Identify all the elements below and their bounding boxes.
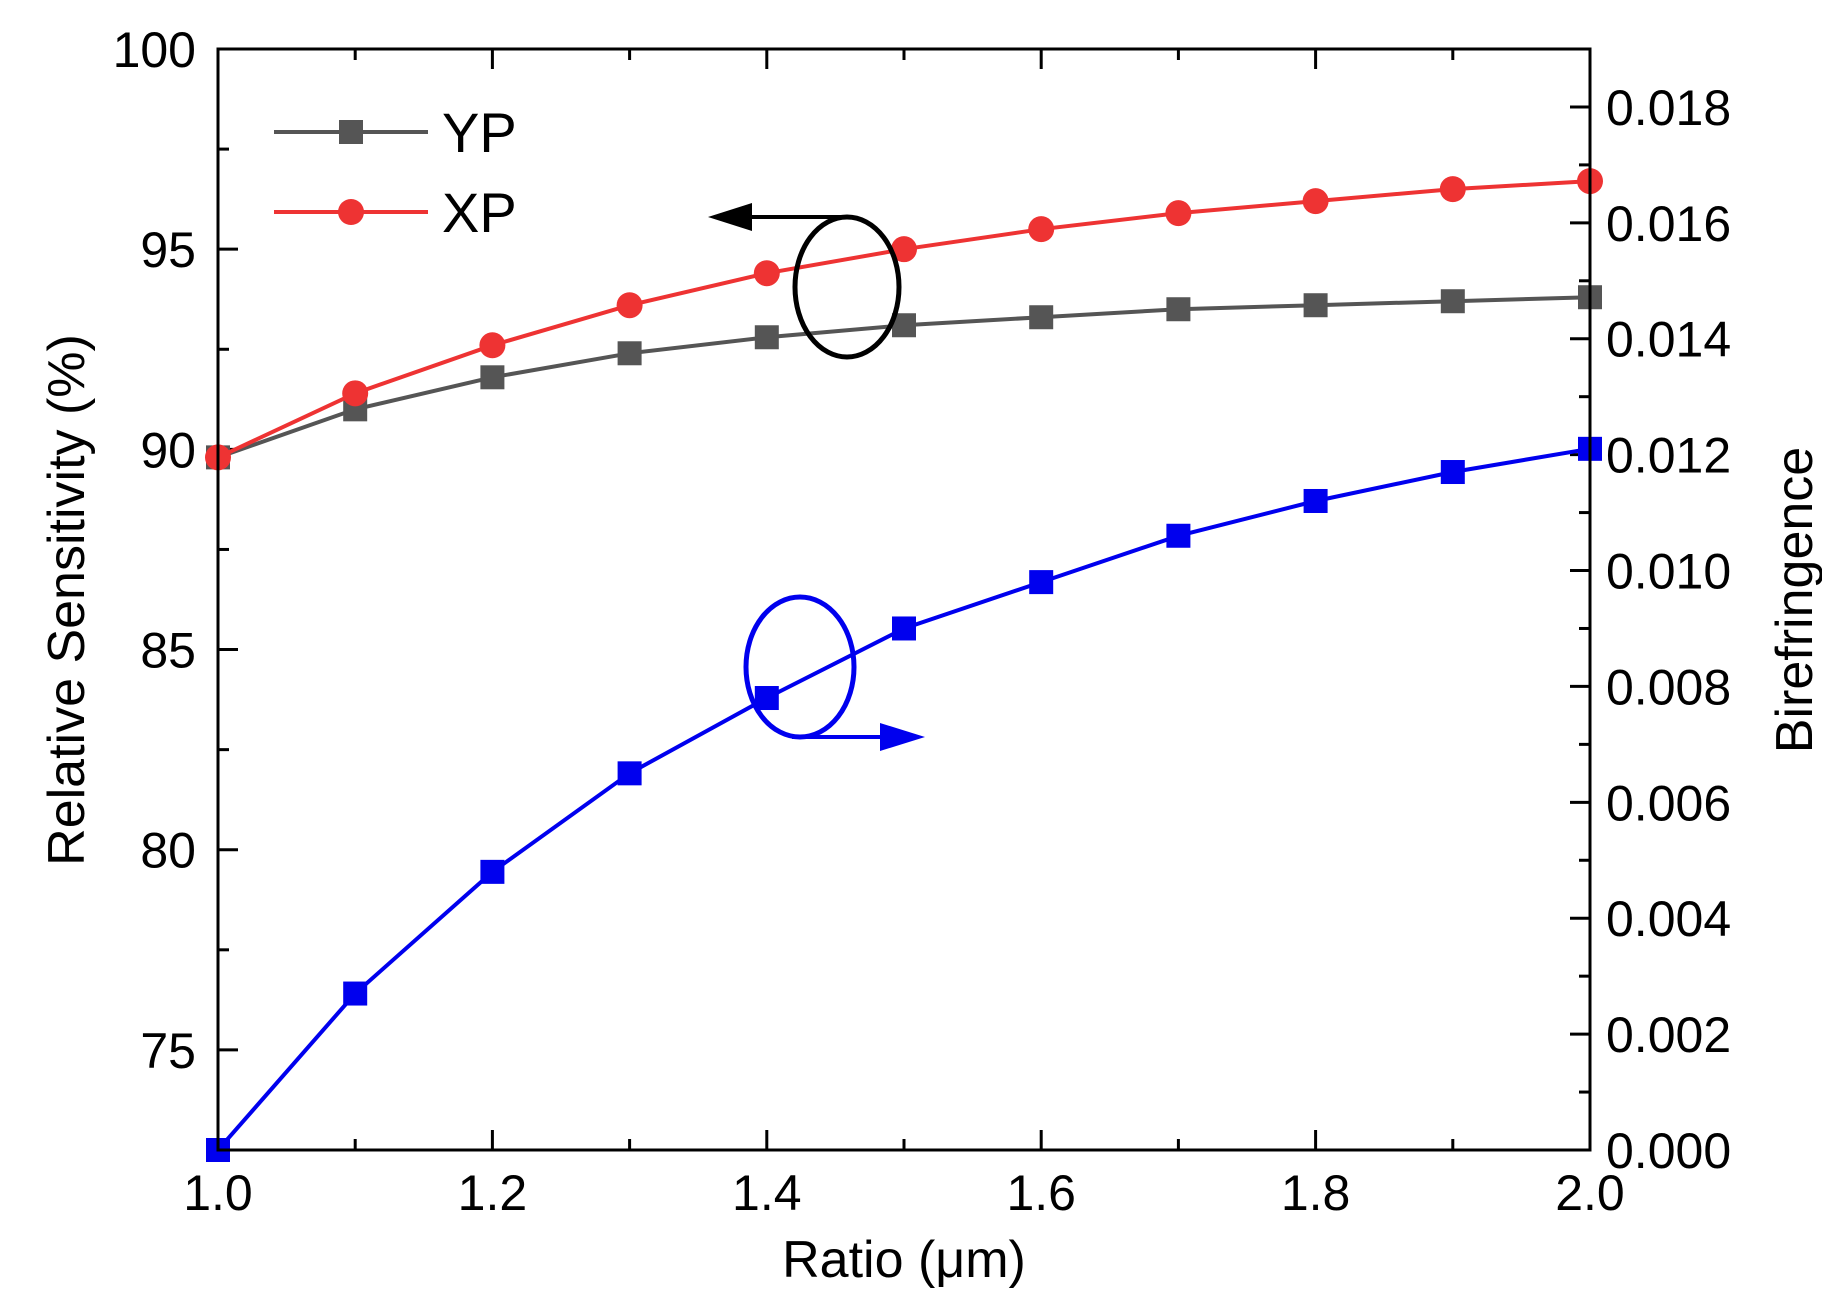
legend-marker-xp xyxy=(338,199,364,225)
x-tick-label: 1.8 xyxy=(1281,1165,1351,1221)
data-point-yp xyxy=(1029,305,1054,330)
y-tick-label-right: 0.012 xyxy=(1606,428,1731,484)
annotation-layer xyxy=(708,203,925,751)
data-point-xp xyxy=(1165,200,1192,227)
y-axis-title-right: Birefringence xyxy=(1766,447,1822,753)
y-tick-label-right: 0.018 xyxy=(1606,80,1731,136)
axes-layer: 1.0 1.2 1.4 1.6 1.8 2.0 75 80 85 90 95 100 0.000 0.00… xyxy=(113,22,1732,1221)
legend-label-yp: YP xyxy=(442,101,517,164)
data-point-yp xyxy=(1166,297,1191,322)
data-point-xp xyxy=(342,380,369,407)
data-point-birefringence xyxy=(343,981,368,1006)
x-tick-label: 1.0 xyxy=(183,1165,253,1221)
x-axis-title: Ratio (μm) xyxy=(782,1231,1026,1289)
data-point-xp xyxy=(891,236,917,263)
y-tick-label-right: 0.008 xyxy=(1606,659,1731,715)
data-point-yp xyxy=(617,341,642,366)
plot-frame xyxy=(216,47,1592,1152)
data-point-birefringence xyxy=(754,686,779,711)
x-tick-label: 1.2 xyxy=(458,1165,528,1221)
y-tick-label-left: 100 xyxy=(113,22,196,78)
data-point-xp xyxy=(616,292,643,319)
data-point-xp xyxy=(1439,176,1466,203)
data-point-yp xyxy=(1303,293,1328,318)
data-point-yp xyxy=(754,325,779,350)
legend: YP XP xyxy=(274,101,517,244)
data-point-xp xyxy=(479,332,506,359)
legend-label-xp: XP xyxy=(442,181,517,244)
x-tick-label: 2.0 xyxy=(1555,1165,1625,1221)
data-point-xp xyxy=(1302,188,1329,215)
x-tick-label: 1.4 xyxy=(732,1165,802,1221)
data-point-birefringence xyxy=(1166,523,1191,548)
y-tick-label-left: 90 xyxy=(140,422,196,478)
y-tick-label-right: 0.010 xyxy=(1606,544,1731,600)
y-tick-label-right: 0.000 xyxy=(1606,1123,1731,1179)
data-point-birefringence xyxy=(1440,460,1465,485)
data-point-xp xyxy=(1028,216,1055,243)
y-tick-label-left: 80 xyxy=(140,823,196,879)
y-tick-label-right: 0.006 xyxy=(1606,775,1731,831)
legend-marker-yp xyxy=(339,120,363,144)
y-tick-label-right: 0.004 xyxy=(1606,891,1731,947)
x-tick-label: 1.6 xyxy=(1006,1165,1076,1221)
y-tick-label-left: 85 xyxy=(140,623,196,679)
series-layer xyxy=(205,168,1603,1162)
annotation-arrow-right-head xyxy=(880,723,925,751)
y-tick-label-left: 95 xyxy=(140,222,196,278)
y-tick-label-left: 75 xyxy=(140,1023,196,1079)
y-tick-label-right: 0.016 xyxy=(1606,196,1731,252)
y-tick-label-right: 0.014 xyxy=(1606,312,1731,368)
annotation-arrow-left-head xyxy=(708,203,752,231)
data-point-xp xyxy=(753,260,780,287)
data-point-birefringence xyxy=(1029,570,1054,595)
data-point-yp xyxy=(480,365,505,390)
data-point-yp xyxy=(1440,289,1465,314)
data-point-birefringence xyxy=(1303,488,1328,513)
y-tick-label-right: 0.002 xyxy=(1606,1007,1731,1063)
data-point-birefringence xyxy=(892,616,916,641)
y-axis-title-left: Relative Sensitivity (%) xyxy=(38,334,96,866)
data-point-birefringence xyxy=(617,761,642,786)
data-point-birefringence xyxy=(480,859,505,884)
